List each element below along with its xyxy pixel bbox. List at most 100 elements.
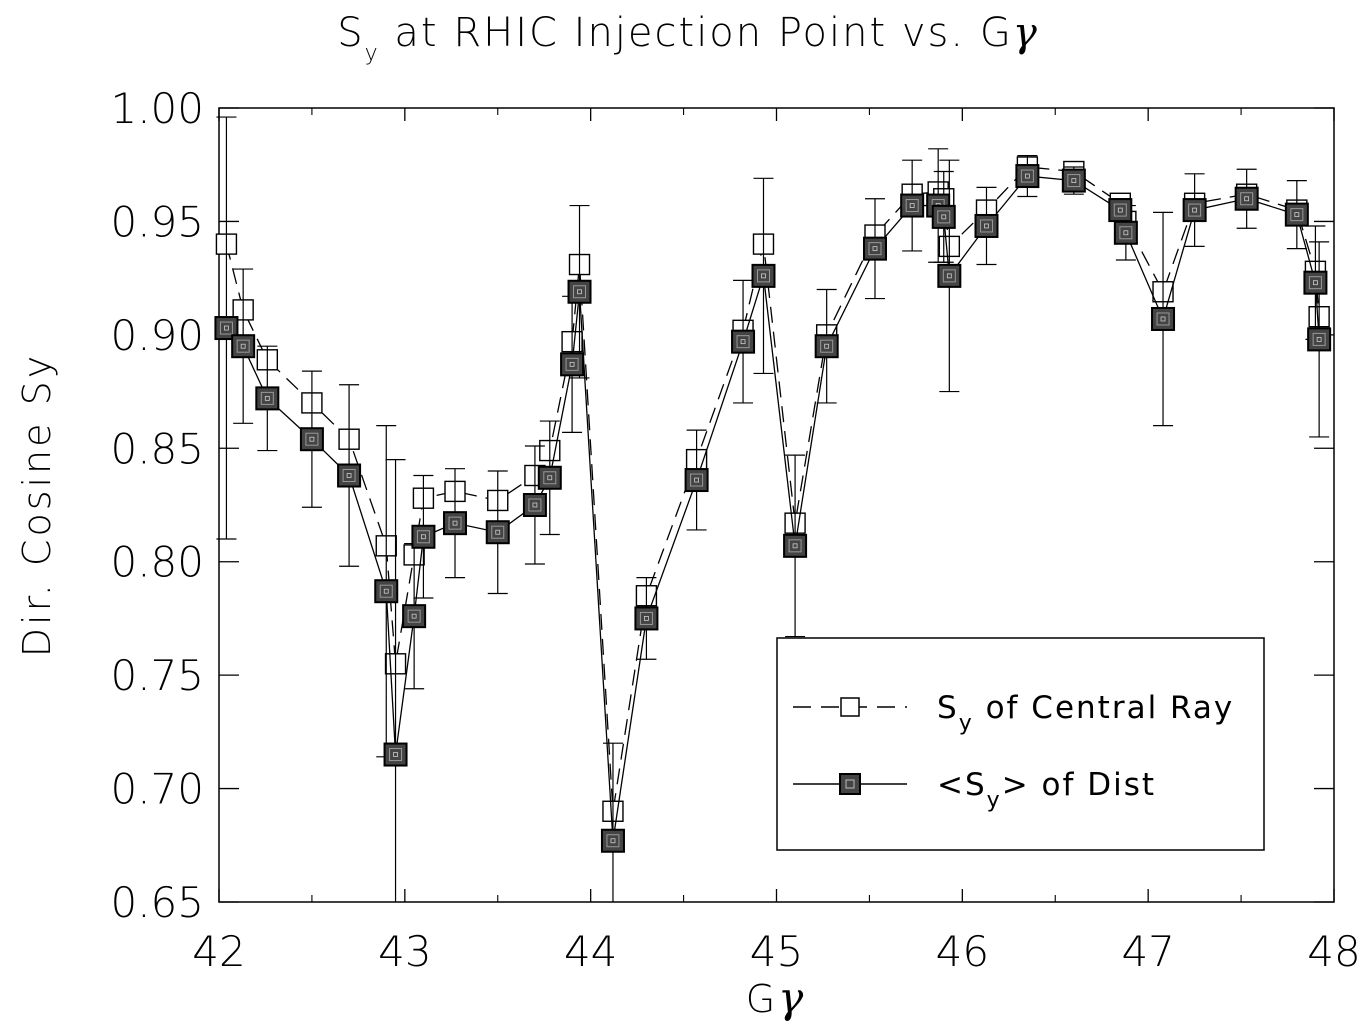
data-point-dist-mean-core <box>1316 336 1322 342</box>
data-point-dist-mean-core <box>547 475 553 481</box>
data-point-dist-mean <box>684 468 709 493</box>
data-point-dist-mean-inner <box>1113 203 1127 217</box>
data-point-dist-mean-inner <box>639 611 653 625</box>
data-point-dist-mean-inner <box>379 584 393 598</box>
data-point-dist-mean <box>374 579 399 604</box>
data-point-dist-mean-core <box>1160 316 1166 322</box>
data-point-dist-mean <box>485 520 510 545</box>
data-point-dist-mean <box>1151 306 1176 331</box>
data-point-dist-mean-core <box>1024 173 1030 179</box>
data-point-dist-mean-core <box>941 214 947 220</box>
x-tick-label: 46 <box>936 927 989 976</box>
data-point-dist-mean-inner <box>407 609 421 623</box>
x-tick-label: 43 <box>378 927 431 976</box>
data-point-dist-mean <box>1307 327 1332 352</box>
data-point-dist-mean <box>600 828 625 853</box>
x-axis-label: Gγ <box>746 973 807 1022</box>
data-point-dist-mean-inner <box>788 539 802 553</box>
legend-marker-dist <box>839 773 861 795</box>
data-point-dist-mean-core <box>740 339 746 345</box>
data-point-dist-mean-core <box>909 203 915 208</box>
data-point-dist-mean-core <box>1313 280 1318 286</box>
data-point-dist-mean <box>1284 202 1309 227</box>
data-point-dist-mean-core <box>309 436 315 442</box>
data-point-dist-mean <box>411 524 436 549</box>
data-point-dist-mean <box>255 386 280 411</box>
data-point-dist-mean-inner <box>305 432 319 446</box>
data-point-dist-mean-inner <box>1156 312 1170 326</box>
data-point-dist-mean-inner <box>416 530 430 544</box>
data-point-dist-mean-inner <box>736 335 750 349</box>
data-point-dist-mean-inner <box>491 525 505 539</box>
data-point-dist-mean-core <box>761 273 766 279</box>
data-point-dist-mean-inner <box>1188 203 1202 217</box>
x-tick-label: 47 <box>1121 927 1174 976</box>
data-point-dist-mean-core <box>569 361 575 367</box>
x-tick-label: 45 <box>750 927 803 976</box>
data-point-dist-mean-inner <box>565 357 579 371</box>
data-point-dist-mean-core <box>577 289 582 295</box>
data-point-dist-mean <box>443 511 468 536</box>
data-point-dist-mean <box>1015 164 1040 189</box>
data-point-dist-mean <box>560 352 585 377</box>
data-point-dist-mean-core <box>1294 212 1300 218</box>
data-point-dist-mean-inner <box>868 242 882 256</box>
data-point-dist-mean <box>900 193 925 218</box>
y-tick-label: 0.75 <box>110 651 204 700</box>
data-point-dist-mean-inner <box>219 321 233 335</box>
y-tick-label: 0.90 <box>110 311 204 360</box>
data-point-dist-mean-core <box>495 529 501 535</box>
x-tick-label: 42 <box>192 927 245 976</box>
data-point-dist-mean-core <box>346 473 352 478</box>
y-tick-label: 0.70 <box>110 765 204 814</box>
data-point-dist-mean-core <box>1192 207 1198 213</box>
data-point-dist-mean-inner <box>905 199 919 213</box>
data-point-dist-mean <box>862 236 887 261</box>
data-point-dist-mean <box>931 204 956 229</box>
legend-box <box>776 637 1265 851</box>
data-point-dist-mean <box>231 334 256 359</box>
data-point-dist-mean <box>974 213 999 238</box>
data-point-dist-mean-inner <box>1119 226 1133 240</box>
data-point-dist-mean-inner <box>543 471 557 485</box>
data-point-dist-mean <box>1061 168 1086 193</box>
legend-label-dist: <Sy> of Dist <box>937 767 1156 813</box>
data-point-dist-mean-inner <box>1290 208 1304 222</box>
y-tick-label: 0.85 <box>110 424 204 473</box>
data-point-dist-mean <box>1108 198 1133 223</box>
data-point-dist-mean <box>1303 270 1328 295</box>
data-point-dist-mean-core <box>393 752 398 757</box>
data-point-dist-mean <box>567 279 592 304</box>
data-point-dist-mean-inner <box>448 516 462 530</box>
data-point-dist-mean <box>383 742 408 767</box>
data-point-dist-mean <box>937 263 962 288</box>
data-point-dist-mean <box>402 604 427 629</box>
data-point-dist-mean-inner <box>942 269 956 283</box>
data-point-dist-mean-inner <box>342 469 356 483</box>
data-point-dist-mean-inner <box>389 748 403 762</box>
data-point-dist-mean-core <box>411 613 417 619</box>
data-point-dist-mean-inner <box>573 285 587 299</box>
data-point-dist-mean-inner <box>937 210 951 224</box>
data-point-dist-mean <box>1234 186 1259 211</box>
data-point-dist-mean-core <box>532 502 538 508</box>
data-point-dist-mean-core <box>1071 178 1077 183</box>
data-point-dist-mean-inner <box>1240 192 1254 206</box>
data-point-dist-mean <box>731 329 756 354</box>
data-point-dist-mean <box>299 427 324 452</box>
data-point-dist-mean-inner <box>606 834 620 848</box>
data-point-dist-mean-inner <box>1020 169 1034 183</box>
data-point-dist-mean-core <box>240 343 246 349</box>
data-point-dist-mean-core <box>224 325 229 331</box>
data-point-dist-mean-core <box>644 616 649 621</box>
data-point-dist-mean-core <box>264 395 270 401</box>
y-tick-label: 1.00 <box>110 84 204 133</box>
data-point-dist-mean-core <box>824 343 830 349</box>
data-point-dist-mean-inner <box>236 339 250 353</box>
data-point-dist-mean-core <box>610 838 616 844</box>
chart-title: Sy at RHIC Injection Point vs. Gγ <box>337 10 1038 66</box>
legend-marker-central <box>840 697 860 717</box>
data-point-dist-mean <box>337 463 362 488</box>
y-tick-label: 0.95 <box>110 197 204 246</box>
data-point-dist-mean <box>783 533 808 558</box>
